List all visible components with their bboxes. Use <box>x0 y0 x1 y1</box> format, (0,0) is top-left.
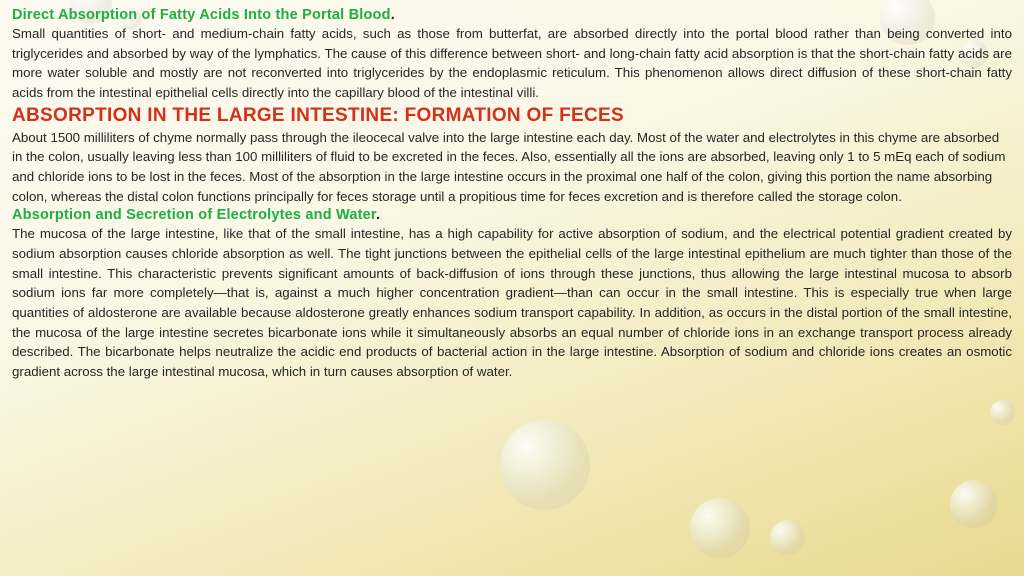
heading-portal-blood: Direct Absorption of Fatty Acids Into th… <box>12 6 1012 24</box>
heading-electrolytes: Absorption and Secretion of Electrolytes… <box>12 206 1012 224</box>
paragraph-portal-blood: Small quantities of short- and medium-ch… <box>12 24 1012 103</box>
slide-content: Direct Absorption of Fatty Acids Into th… <box>12 6 1012 382</box>
heading-text: Absorption and Secretion of Electrolytes… <box>12 207 376 223</box>
paragraph-electrolytes: The mucosa of the large intestine, like … <box>12 224 1012 381</box>
decorative-bubble <box>500 420 590 510</box>
paragraph-large-intestine: About 1500 milliliters of chyme normally… <box>12 128 1012 207</box>
heading-dot: . <box>391 7 395 23</box>
heading-dot: . <box>376 207 380 223</box>
decorative-bubble <box>770 520 805 555</box>
decorative-bubble <box>690 498 750 558</box>
heading-large-intestine: ABSORPTION IN THE LARGE INTESTINE: FORMA… <box>12 105 1012 127</box>
heading-text: Direct Absorption of Fatty Acids Into th… <box>12 7 391 23</box>
decorative-bubble <box>990 400 1015 425</box>
decorative-bubble <box>950 480 998 528</box>
